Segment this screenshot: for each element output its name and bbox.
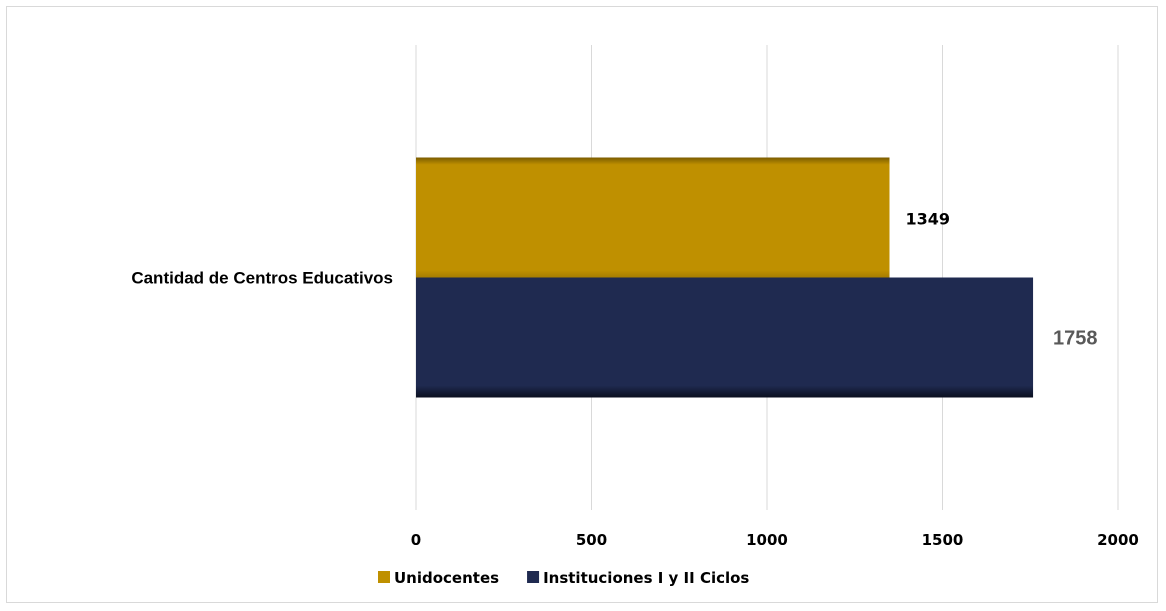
legend: Unidocentes Instituciones I y II Ciclos	[378, 569, 749, 587]
x-tick-label-2: 1000	[746, 531, 788, 549]
bar-instituciones-i-y-ii-ciclos	[416, 277, 1034, 398]
x-tick-label-4: 2000	[1097, 531, 1139, 549]
legend-swatch-0	[378, 571, 390, 583]
x-tick-label-0: 0	[411, 531, 421, 549]
data-labels: 1349 1758	[905, 210, 1097, 350]
data-label-1: 1758	[1053, 328, 1098, 350]
category-label-0: Cantidad de Centros Educativos	[131, 269, 393, 288]
legend-label-1: Instituciones I y II Ciclos	[543, 569, 749, 587]
legend-label-0: Unidocentes	[394, 569, 499, 587]
y-axis-categories: Cantidad de Centros Educativos	[131, 269, 393, 288]
x-tick-label-3: 1500	[922, 531, 964, 549]
legend-swatch-1	[527, 571, 540, 583]
bar-unidocentes	[416, 157, 890, 278]
data-label-0: 1349	[905, 210, 950, 229]
x-axis-ticks: 0 500 1000 1500 2000	[411, 531, 1139, 549]
bars	[416, 157, 1034, 398]
x-tick-label-1: 500	[576, 531, 607, 549]
